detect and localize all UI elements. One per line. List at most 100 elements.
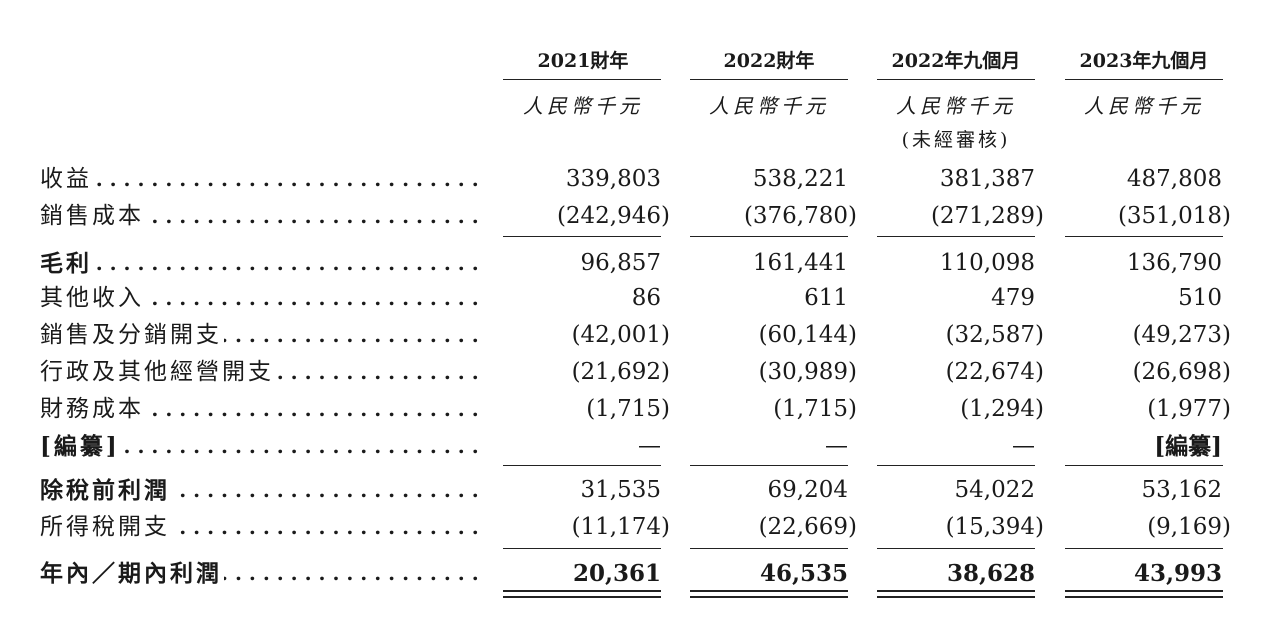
cell-value: (11,174) (571, 514, 670, 540)
cell-value: (22,669) (758, 514, 857, 540)
table-row: 除稅前利潤 31,535 69,204 54,022 53,162 (0, 472, 1267, 509)
cell-value: 510 (1178, 285, 1222, 311)
row-label: 其他收入 (40, 280, 480, 317)
row-label-text: 所得稅開支 (40, 514, 172, 540)
row-label-text: [編纂] (40, 433, 122, 460)
column-header-fy2022: 2022財年 (723, 50, 815, 72)
row-label-text: 除稅前利潤 (40, 477, 172, 504)
row-label: 除稅前利潤 (40, 472, 480, 509)
unit-label: 人民幣千元 (1084, 94, 1204, 118)
cell-value: 54,022 (954, 477, 1035, 503)
cell-value: (376,780) (743, 203, 857, 229)
cell-value: (30,989) (758, 359, 857, 385)
table-row: 財務成本 (1,715) (1,715) (1,294) (1,977) (0, 391, 1267, 428)
cell-value: (1,294) (960, 396, 1044, 422)
subtotal-rule (503, 236, 661, 237)
table-row: 行政及其他經營開支 (21,692) (30,989) (22,674) (26,698… (0, 354, 1267, 391)
row-label: 所得稅開支 (40, 509, 480, 546)
row-label-text: 行政及其他經營開支 (40, 359, 276, 385)
cell-value: 20,361 (572, 560, 661, 587)
row-label: 財務成本 (40, 391, 480, 428)
header-rule (503, 79, 661, 80)
row-label: 年內／期內利潤 (40, 555, 480, 592)
cell-value: (1,715) (586, 396, 670, 422)
row-label: [編纂] (40, 428, 480, 465)
cell-value: 161,441 (752, 250, 848, 276)
total-double-rule (877, 590, 1035, 598)
cell-value: (15,394) (945, 514, 1044, 540)
row-label: 銷售及分銷開支 (40, 317, 480, 354)
row-label-text: 年內／期內利潤 (40, 560, 224, 587)
cell-value: 487,808 (1126, 166, 1222, 192)
row-label: 毛利 (40, 245, 480, 282)
cell-value: 86 (631, 285, 661, 311)
cell-value: (351,018) (1117, 203, 1231, 229)
subtotal-rule (1065, 236, 1223, 237)
subtotal-rule (1065, 465, 1223, 466)
cell-value: (21,692) (571, 359, 670, 385)
subtotal-rule (877, 548, 1035, 549)
column-header-9m2022: 2022年九個月 (891, 50, 1021, 72)
table-row: 年內／期內利潤 20,361 46,535 38,628 43,993 (0, 555, 1267, 592)
row-label-text: 收益 (40, 166, 94, 192)
cell-value: 136,790 (1126, 250, 1222, 276)
cell-value: [編纂] (1154, 433, 1222, 460)
subtotal-rule (877, 465, 1035, 466)
column-header-fy2021: 2021財年 (537, 50, 629, 72)
row-label: 收益 (40, 161, 480, 198)
header-rule (877, 79, 1035, 80)
cell-value: (1,977) (1147, 396, 1231, 422)
header-rule (690, 79, 848, 80)
total-double-rule (1065, 590, 1223, 598)
row-label-text: 銷售成本 (40, 203, 146, 229)
subtotal-rule (690, 548, 848, 549)
row-label-text: 其他收入 (40, 285, 146, 311)
subtotal-rule (877, 236, 1035, 237)
cell-value: — (825, 433, 848, 459)
cell-value: (242,946) (556, 203, 670, 229)
cell-value: 69,204 (767, 477, 848, 503)
cell-value: 479 (991, 285, 1035, 311)
row-label-text: 財務成本 (40, 396, 146, 422)
cell-value: (60,144) (758, 322, 857, 348)
cell-value: 339,803 (565, 166, 661, 192)
cell-value: 53,162 (1141, 477, 1222, 503)
table-row: 其他收入 86 611 479 510 (0, 280, 1267, 317)
cell-value: 38,628 (946, 560, 1035, 587)
cell-value: 381,387 (939, 166, 1035, 192)
table-row: 銷售成本 (242,946) (376,780) (271,289) (351,018) (0, 198, 1267, 235)
table-row: 收益 339,803 538,221 381,387 487,808 (0, 161, 1267, 198)
cell-value: (22,674) (945, 359, 1044, 385)
row-label-text: 銷售及分銷開支 (40, 322, 224, 348)
row-label: 銷售成本 (40, 198, 480, 235)
total-double-rule (503, 590, 661, 598)
cell-value: 110,098 (939, 250, 1035, 276)
cell-value: 31,535 (580, 477, 661, 503)
cell-value: (9,169) (1147, 514, 1231, 540)
subtotal-rule (690, 465, 848, 466)
header-rule (1065, 79, 1223, 80)
column-header-9m2023: 2023年九個月 (1079, 50, 1209, 72)
cell-value: 538,221 (752, 166, 848, 192)
subtotal-rule (1065, 548, 1223, 549)
cell-value: (49,273) (1132, 322, 1231, 348)
table-row: [編纂] — — — [編纂] (0, 428, 1267, 465)
cell-value: 43,993 (1133, 560, 1222, 587)
cell-value: — (1012, 433, 1035, 459)
cell-value: 46,535 (759, 560, 848, 587)
cell-value: 96,857 (580, 250, 661, 276)
cell-value: (32,587) (945, 322, 1044, 348)
unit-label: 人民幣千元 (523, 94, 643, 118)
unit-label: 人民幣千元 (896, 94, 1016, 118)
cell-value: — (638, 433, 661, 459)
cell-value: 611 (804, 285, 848, 311)
total-double-rule (690, 590, 848, 598)
table-row: 所得稅開支 (11,174) (22,669) (15,394) (9,169) (0, 509, 1267, 546)
row-label: 行政及其他經營開支 (40, 354, 480, 391)
unaudited-note: (未經審核) (901, 129, 1011, 151)
subtotal-rule (503, 465, 661, 466)
subtotal-rule (503, 548, 661, 549)
row-label-text: 毛利 (40, 250, 94, 277)
table-row: 銷售及分銷開支 (42,001) (60,144) (32,587) (49,273) (0, 317, 1267, 354)
cell-value: (271,289) (930, 203, 1044, 229)
